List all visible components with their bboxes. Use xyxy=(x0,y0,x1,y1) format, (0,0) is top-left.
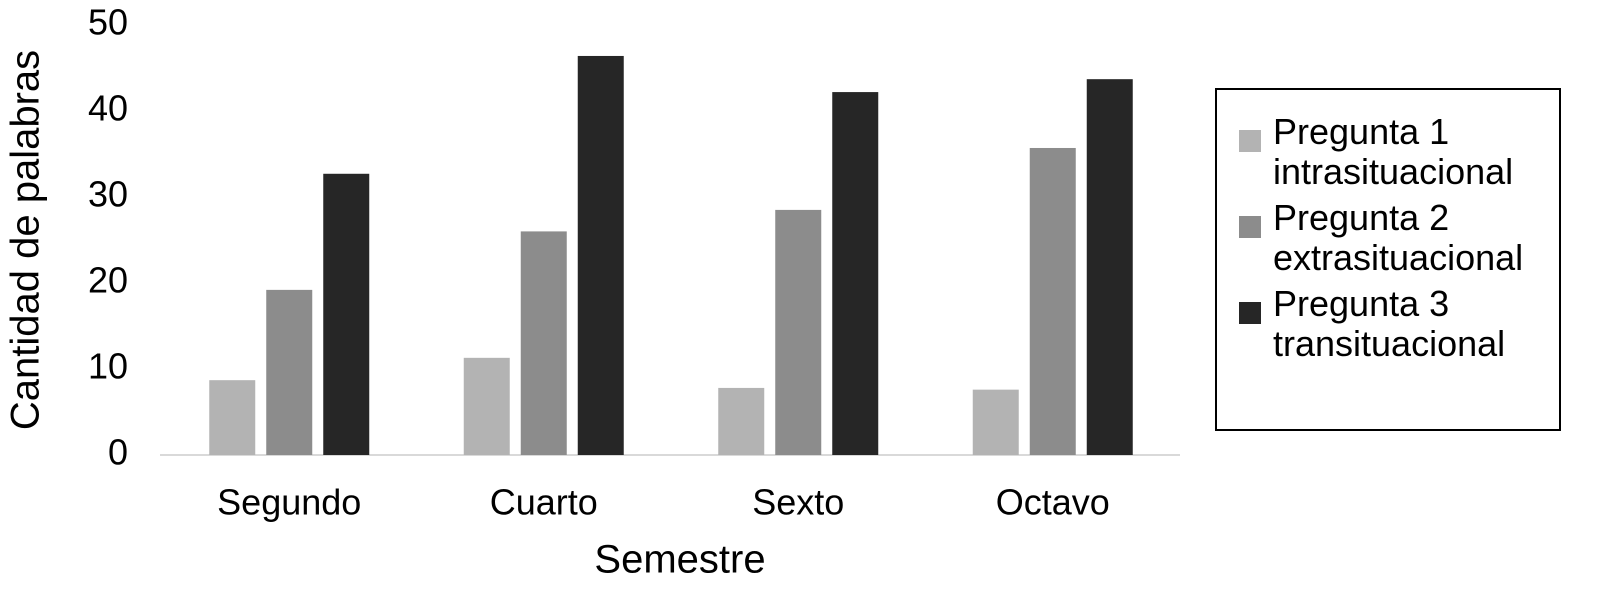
y-tick-label: 30 xyxy=(88,174,128,215)
x-tick-label: Segundo xyxy=(217,482,361,523)
legend-swatch xyxy=(1239,130,1261,152)
x-axis-title: Semestre xyxy=(594,538,765,582)
y-tick-label: 50 xyxy=(88,2,128,43)
bar xyxy=(718,387,765,455)
bar xyxy=(323,173,370,455)
bar xyxy=(1029,147,1076,456)
legend-entry: Pregunta 3 transituacional xyxy=(1239,284,1559,364)
legend-entry: Pregunta 1 intrasituacional xyxy=(1239,112,1559,192)
bar xyxy=(972,389,1019,455)
x-tick-label: Cuarto xyxy=(490,482,598,523)
y-tick-label: 0 xyxy=(108,432,128,473)
legend-label: Pregunta 1 intrasituacional xyxy=(1273,111,1514,192)
y-axis-title: Cantidad de palabras xyxy=(4,50,48,430)
bar xyxy=(577,55,624,456)
legend: Pregunta 1 intrasituacional Pregunta 2 ex… xyxy=(1215,88,1561,431)
bar xyxy=(463,357,510,455)
legend-swatch xyxy=(1239,302,1261,324)
bar xyxy=(1086,79,1133,456)
bar xyxy=(520,231,567,455)
bar xyxy=(832,92,879,455)
x-tick-label: Sexto xyxy=(752,482,844,523)
bar xyxy=(775,209,822,455)
x-tick-label: Octavo xyxy=(996,482,1110,523)
y-tick-label: 40 xyxy=(88,88,128,129)
y-tick-label: 20 xyxy=(88,260,128,301)
legend-entry: Pregunta 2 extrasituacional xyxy=(1239,198,1559,278)
y-tick-label: 10 xyxy=(88,346,128,387)
legend-swatch xyxy=(1239,216,1261,238)
legend-label: Pregunta 2 extrasituacional xyxy=(1273,197,1524,278)
legend-label: Pregunta 3 transituacional xyxy=(1273,283,1506,364)
bar xyxy=(209,380,256,455)
bar xyxy=(266,289,313,455)
